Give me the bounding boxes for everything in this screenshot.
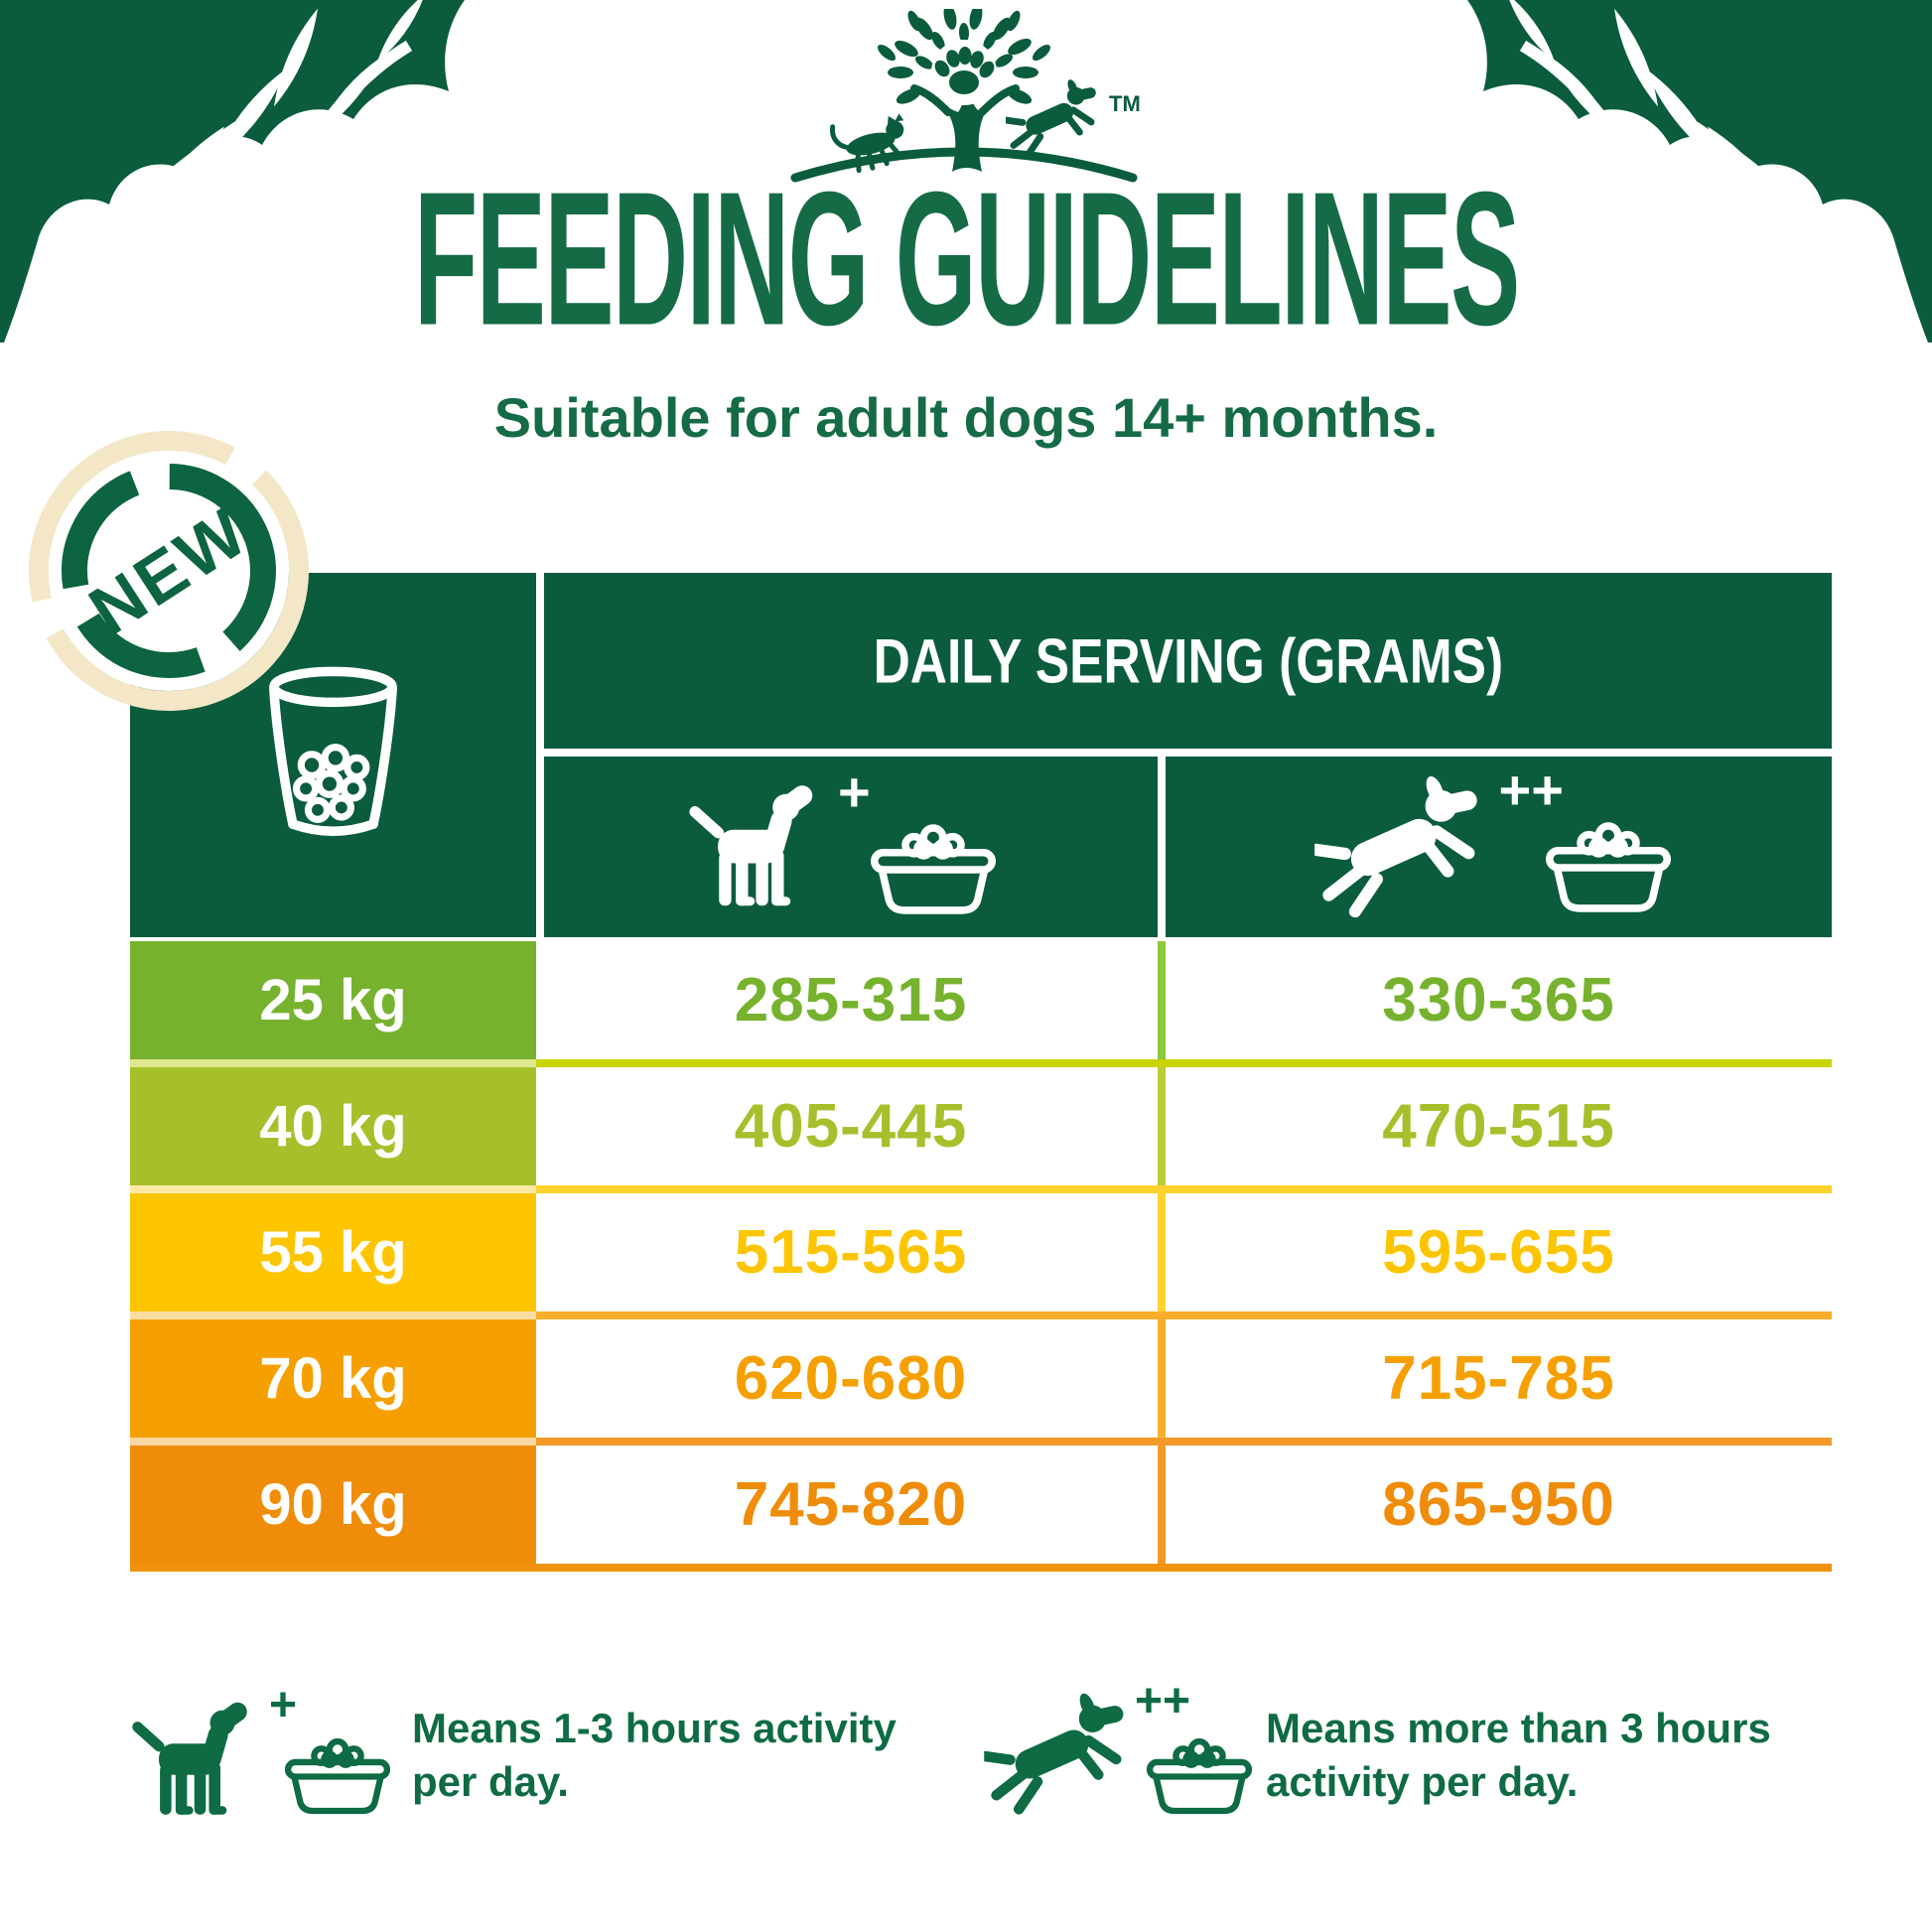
serving-active-cell: 330-365 [1166, 941, 1832, 1059]
column-divider [1158, 1193, 1166, 1311]
row-separator [130, 1311, 1832, 1319]
food-bowl-icon [279, 1731, 396, 1822]
activity-legend: + Means 1-3 hours activity per day. ++ M… [130, 1676, 1832, 1855]
serving-active-cell: 715-785 [1166, 1319, 1832, 1438]
serving-header-label: DAILY SERVING (GRAMS) [873, 625, 1503, 696]
food-bowl-icon [864, 816, 1003, 923]
weight-cell: 90 kg [130, 1446, 536, 1564]
table-bottom-border [130, 1564, 1832, 1572]
high-activity-column-header: ++ [1166, 757, 1832, 937]
column-divider [1158, 1319, 1166, 1438]
serving-normal-cell: 745-820 [544, 1446, 1158, 1564]
food-bowl-icon [1141, 1731, 1258, 1822]
serving-active-cell: 470-515 [1166, 1067, 1832, 1185]
plus-plus-badge: ++ [1498, 759, 1564, 821]
trademark-label: TM [1109, 91, 1141, 116]
legend-text: Means more than 3 hours activity per day… [1266, 1705, 1771, 1805]
brand-tree-logo-icon: TM [767, 8, 1165, 189]
table-row: 25 kg 285-315 330-365 [130, 941, 1832, 1059]
serving-normal-cell: 620-680 [544, 1319, 1158, 1438]
plus-badge: + [269, 1679, 298, 1731]
table-row: 90 kg 745-820 865-950 [130, 1446, 1832, 1564]
weight-cell: 40 kg [130, 1067, 536, 1185]
page-title: FEEDING GUIDELINES [0, 152, 1932, 364]
row-separator [130, 1185, 1832, 1193]
page-title-text: FEEDING GUIDELINES [413, 151, 1520, 365]
table-row: 55 kg 515-565 595-655 [130, 1193, 1832, 1311]
normal-activity-column-header: + [544, 757, 1158, 937]
legend-item-high-activity: ++ Means more than 3 hours activity per … [984, 1676, 1822, 1835]
weight-cell: 70 kg [130, 1319, 536, 1438]
standing-dog-icon [687, 778, 836, 912]
food-bowl-icon [1539, 814, 1678, 921]
page-subtitle: Suitable for adult dogs 14+ months. [493, 386, 1439, 449]
serving-normal-cell: 515-565 [544, 1193, 1158, 1311]
row-separator [130, 1059, 1832, 1067]
column-divider [1158, 1446, 1166, 1564]
row-separator [130, 1438, 1832, 1446]
standing-dog-icon [130, 1696, 269, 1821]
legend-item-normal-activity: + Means 1-3 hours activity per day. [130, 1676, 928, 1835]
serving-header-cell: DAILY SERVING (GRAMS) [544, 573, 1832, 749]
serving-active-cell: 865-950 [1166, 1446, 1832, 1564]
plus-plus-badge: ++ [1135, 1675, 1191, 1727]
table-row: 40 kg 405-445 470-515 [130, 1067, 1832, 1185]
jumping-dog-icon [984, 1692, 1141, 1817]
serving-normal-cell: 405-445 [544, 1067, 1158, 1185]
serving-active-cell: 595-655 [1166, 1193, 1832, 1311]
weight-cell: 25 kg [130, 941, 536, 1059]
plus-badge: + [838, 760, 871, 823]
column-divider [1158, 1067, 1166, 1185]
column-divider [1158, 941, 1166, 1059]
new-stamp-badge: NEW [28, 430, 310, 712]
table-row: 70 kg 620-680 715-785 [130, 1319, 1832, 1438]
jumping-dog-icon [1314, 774, 1497, 920]
feeding-table: DAILY SERVING (GRAMS) + ++ 25 kg 285-315… [130, 573, 1832, 1572]
stamp-rings-icon [29, 431, 309, 711]
weight-cell: 55 kg [130, 1193, 536, 1311]
serving-normal-cell: 285-315 [544, 941, 1158, 1059]
legend-text: Means 1-3 hours activity per day. [412, 1705, 897, 1805]
